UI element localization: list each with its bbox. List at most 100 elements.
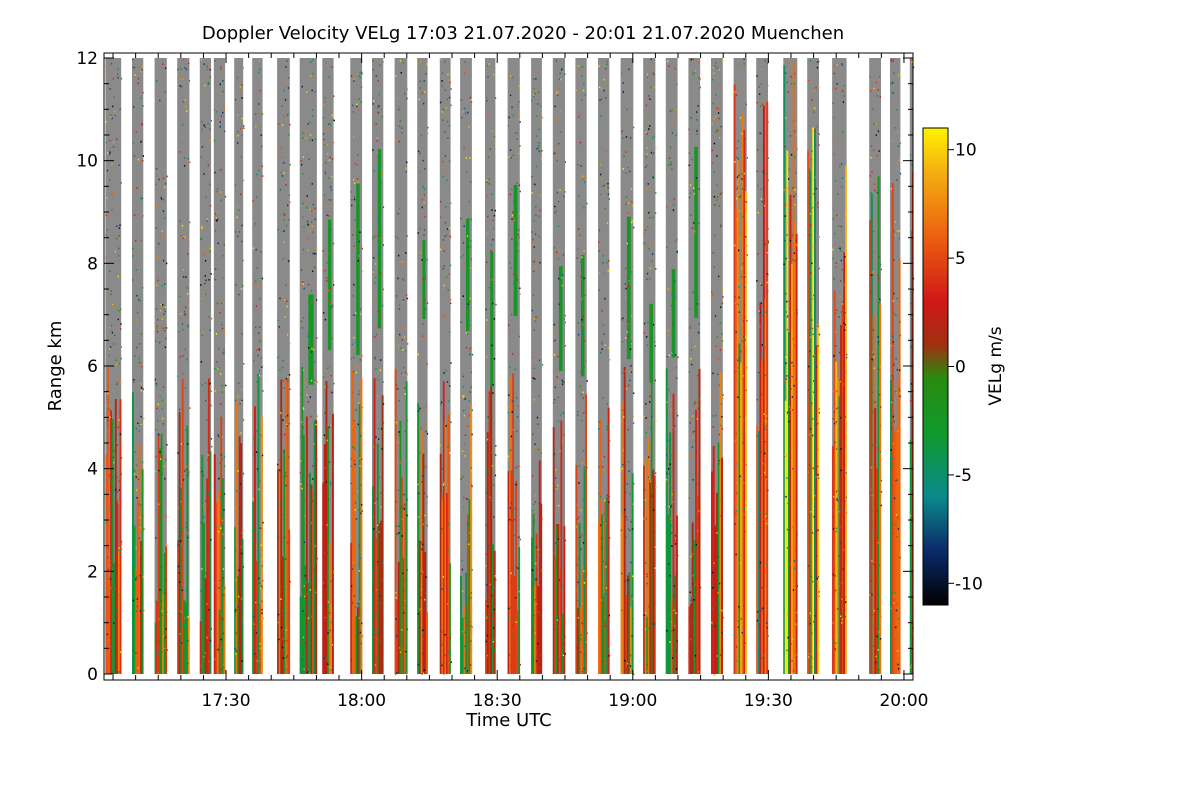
noise-speckle (493, 608, 495, 611)
noise-speckle (203, 124, 205, 127)
noise-speckle (694, 583, 696, 586)
noise-speckle (738, 670, 740, 673)
noise-speckle (762, 654, 764, 657)
noise-speckle (180, 501, 182, 503)
noise-speckle (307, 123, 309, 125)
noise-speckle (397, 388, 399, 390)
noise-speckle (309, 138, 311, 141)
noise-speckle (135, 427, 137, 430)
noise-speckle (743, 63, 745, 65)
noise-speckle (466, 333, 469, 335)
profile-block (277, 58, 291, 674)
noise-speckle (878, 256, 880, 258)
noise-speckle (666, 246, 668, 249)
noise-speckle (540, 194, 542, 197)
noise-speckle (793, 130, 796, 133)
noise-speckle (381, 534, 383, 536)
noise-speckle (258, 488, 260, 491)
noise-speckle (696, 546, 698, 548)
noise-speckle (791, 345, 794, 347)
noise-speckle (138, 552, 140, 555)
noise-speckle (760, 353, 762, 356)
noise-speckle (254, 653, 256, 655)
noise-speckle (201, 384, 203, 386)
velocity-streak (252, 502, 255, 674)
noise-speckle (398, 304, 401, 307)
velocity-streak (794, 221, 797, 674)
noise-speckle (643, 614, 646, 616)
noise-speckle (603, 272, 605, 275)
noise-speckle (767, 241, 769, 244)
noise-speckle (118, 547, 120, 549)
noise-speckle (890, 468, 892, 471)
velocity-streak (310, 484, 313, 674)
noise-speckle (237, 395, 239, 398)
velocity-streak (628, 572, 631, 674)
noise-speckle (187, 326, 189, 328)
noise-speckle (183, 165, 186, 167)
noise-speckle (880, 366, 882, 368)
noise-speckle (468, 399, 470, 402)
noise-speckle (648, 95, 650, 97)
noise-speckle (765, 415, 768, 417)
noise-speckle (115, 480, 117, 482)
noise-speckle (694, 70, 696, 72)
noise-speckle (223, 509, 225, 511)
noise-speckle (282, 162, 284, 164)
noise-speckle (105, 120, 107, 123)
noise-speckle (141, 122, 143, 125)
noise-speckle (784, 215, 786, 217)
noise-speckle (712, 66, 715, 69)
noise-speckle (511, 214, 513, 217)
noise-speckle (140, 415, 142, 418)
velocity-streak (399, 420, 402, 674)
velocity-streak (254, 406, 256, 674)
velocity-streak (510, 470, 513, 674)
noise-speckle (331, 391, 333, 394)
noise-speckle (643, 504, 645, 506)
noise-speckle (105, 256, 107, 259)
noise-speckle (310, 615, 313, 618)
noise-speckle (325, 481, 327, 483)
noise-speckle (113, 343, 115, 345)
noise-speckle (217, 367, 219, 370)
noise-speckle (693, 230, 696, 233)
noise-speckle (486, 602, 489, 605)
noise-speckle (580, 261, 582, 263)
noise-speckle (312, 231, 314, 233)
velocity-streak (531, 537, 533, 674)
noise-speckle (583, 367, 585, 369)
noise-speckle (113, 461, 115, 464)
noise-speckle (818, 408, 820, 410)
noise-speckle (327, 601, 330, 603)
noise-speckle (700, 586, 702, 589)
noise-speckle (445, 206, 447, 208)
noise-speckle (236, 216, 238, 219)
noise-speckle (670, 304, 672, 307)
noise-speckle (670, 455, 672, 457)
noise-speckle (323, 657, 325, 660)
noise-speckle (576, 504, 579, 507)
noise-speckle (870, 156, 872, 159)
velocity-streak (909, 439, 912, 674)
noise-speckle (350, 457, 352, 460)
noise-speckle (559, 413, 562, 416)
noise-speckle (740, 195, 742, 198)
noise-speckle (512, 624, 514, 627)
noise-speckle (182, 123, 184, 126)
velocity-streak (719, 371, 722, 674)
velocity-streak (159, 447, 161, 674)
noise-speckle (327, 215, 330, 217)
noise-speckle (419, 451, 421, 454)
noise-speckle (843, 85, 846, 87)
noise-speckle (646, 582, 648, 585)
noise-speckle (449, 637, 451, 639)
noise-speckle (737, 359, 739, 361)
noise-speckle (234, 184, 237, 187)
noise-speckle (536, 148, 538, 150)
noise-speckle (835, 407, 838, 410)
noise-speckle (156, 284, 158, 287)
noise-speckle (873, 123, 876, 126)
noise-speckle (766, 520, 768, 522)
noise-speckle (559, 537, 561, 539)
